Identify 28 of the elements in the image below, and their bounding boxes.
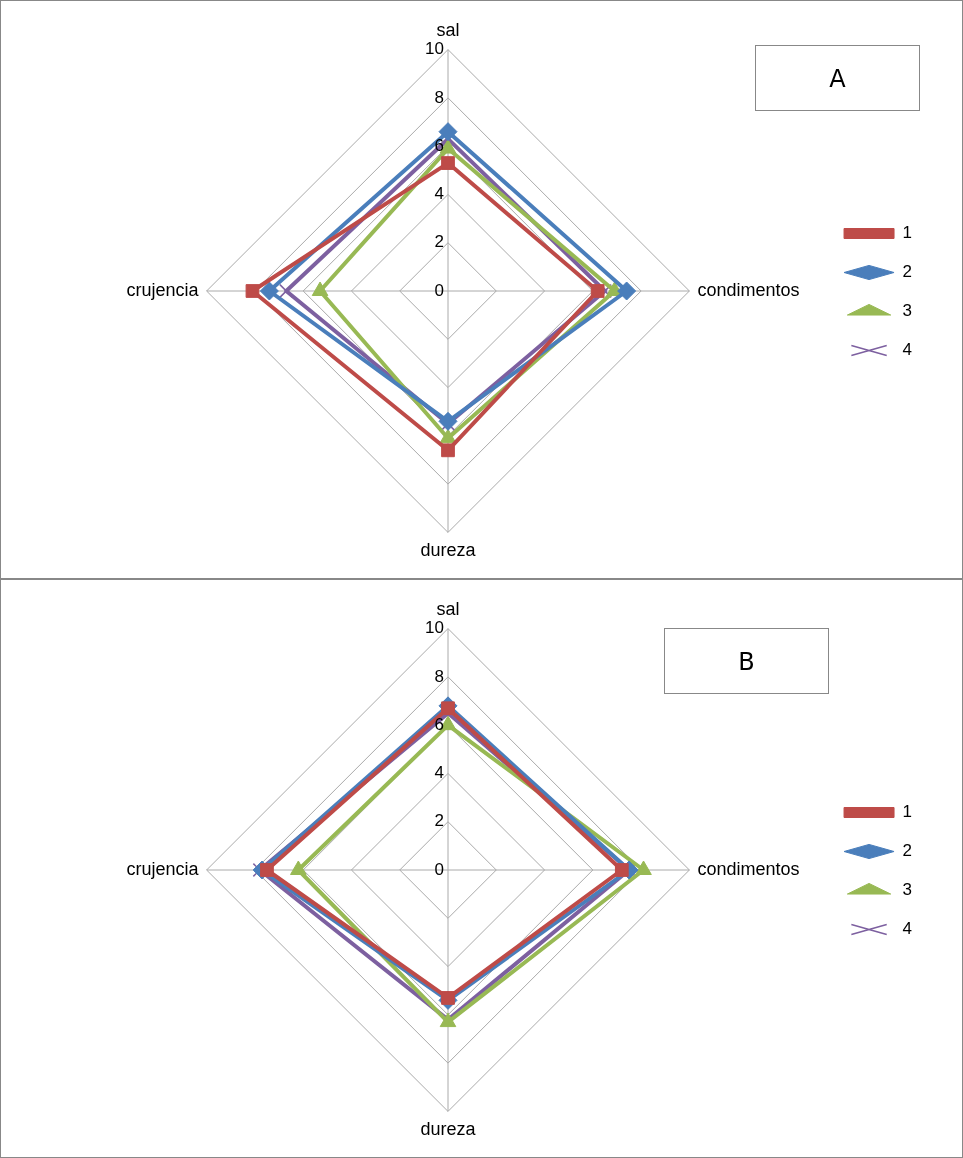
- legend-label: 2: [902, 262, 913, 282]
- y-tick-label: 8: [434, 87, 444, 107]
- legend-label: 3: [902, 880, 913, 900]
- y-tick-label: 8: [434, 666, 444, 686]
- spoke-label: crujencia: [126, 858, 200, 879]
- spoke-label: sal: [436, 598, 460, 619]
- y-tick-label: 4: [434, 184, 444, 204]
- text: B: [664, 628, 829, 694]
- y-tick-label: 10: [425, 618, 444, 638]
- spoke-label: sal: [436, 19, 460, 40]
- y-tick-label: 10: [425, 39, 444, 59]
- spoke-label: condimentos: [697, 279, 800, 300]
- legend-label: 4: [902, 340, 913, 360]
- y-tick-label: 4: [434, 763, 444, 783]
- legend-label: 4: [902, 919, 913, 939]
- text: A: [755, 45, 920, 111]
- y-tick-label: 2: [434, 811, 444, 831]
- legend-label: 1: [902, 223, 913, 243]
- spoke-label: condimentos: [697, 858, 800, 879]
- spoke-label: dureza: [420, 1119, 477, 1140]
- legend-label: 2: [902, 841, 913, 861]
- y-tick-label: 0: [434, 280, 444, 300]
- spoke-label: dureza: [420, 540, 477, 561]
- y-tick-label: 0: [434, 859, 444, 879]
- y-tick-label: 2: [434, 232, 444, 252]
- spoke-label: crujencia: [126, 279, 200, 300]
- legend-label: 1: [902, 802, 913, 822]
- legend-label: 3: [902, 301, 913, 321]
